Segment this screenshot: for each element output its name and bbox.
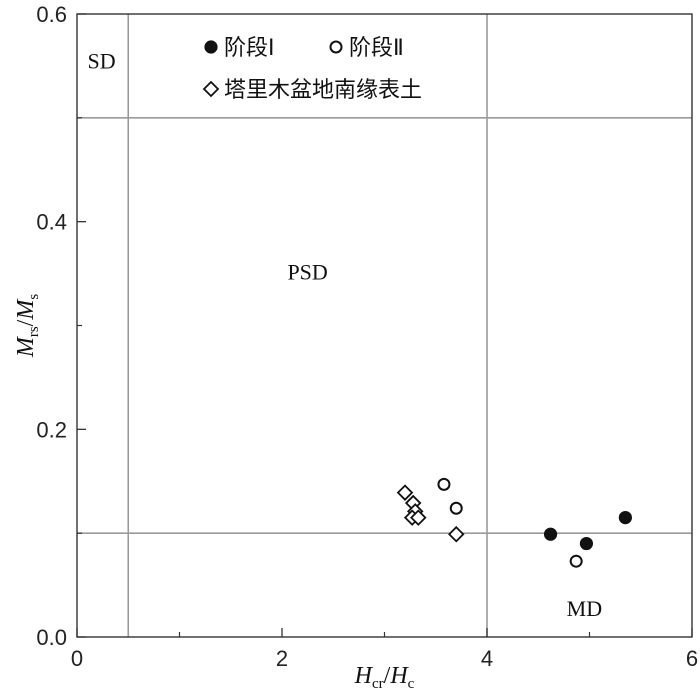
data-point-series-1 [579,536,594,551]
x-tick-label: 0 [71,646,83,671]
axis-ticks [76,13,693,638]
y-tick-label: 0.0 [36,625,67,650]
domain-region-labels: SD PSD MD [88,49,603,621]
y-tick-label: 0.2 [36,417,67,442]
axis-tick-labels: 0 2 4 6 0.0 0.2 0.4 0.6 [36,2,698,671]
plot-border [76,13,693,638]
region-label-md: MD [567,596,602,621]
y-axis-title: Mrs/Ms [13,294,42,359]
x-title-main: H [354,663,374,689]
legend-marker-1 [204,40,218,54]
legend-marker-3 [202,80,220,98]
y-tick-label: 0.4 [36,210,67,235]
data-point-series-2 [449,501,463,515]
plot-frame [76,13,693,638]
y-tick-label: 0.6 [36,2,67,27]
data-point-series-3 [396,484,414,501]
x-title-sub: cr [372,676,384,692]
x-title-main2: H [389,663,409,689]
y-title-main2: M [13,298,39,321]
x-axis-title: Hcr/Hc [354,663,415,692]
legend-label-1: 阶段Ⅰ [224,36,275,61]
data-point-series-2 [437,477,451,491]
data-point-series-1 [543,527,558,541]
y-title-main: M [13,335,39,358]
legend-label-3: 塔里木盆地南缘表土 [224,78,422,103]
x-tick-label: 4 [481,646,493,671]
data-point-series-3 [410,509,427,526]
x-title-sep: / [384,663,391,689]
y-title-sub2: s [26,294,42,300]
data-points [396,477,632,568]
region-label-psd: PSD [287,260,327,285]
region-label-sd: SD [88,49,116,74]
data-point-series-2 [569,554,583,568]
y-title-sub: rs [26,326,42,337]
x-tick-label: 6 [686,646,698,671]
data-point-series-3 [447,525,465,543]
domain-reference-lines [77,14,692,637]
legend-marker-2 [329,40,343,54]
x-title-sub2: c [408,676,415,692]
data-point-series-1 [618,510,632,525]
legend-label-2: 阶段Ⅱ [349,36,404,61]
x-tick-label: 2 [276,646,288,671]
y-title-sep: / [13,319,39,326]
legend: 阶段Ⅰ 阶段Ⅱ 塔里木盆地南缘表土 [202,36,422,103]
